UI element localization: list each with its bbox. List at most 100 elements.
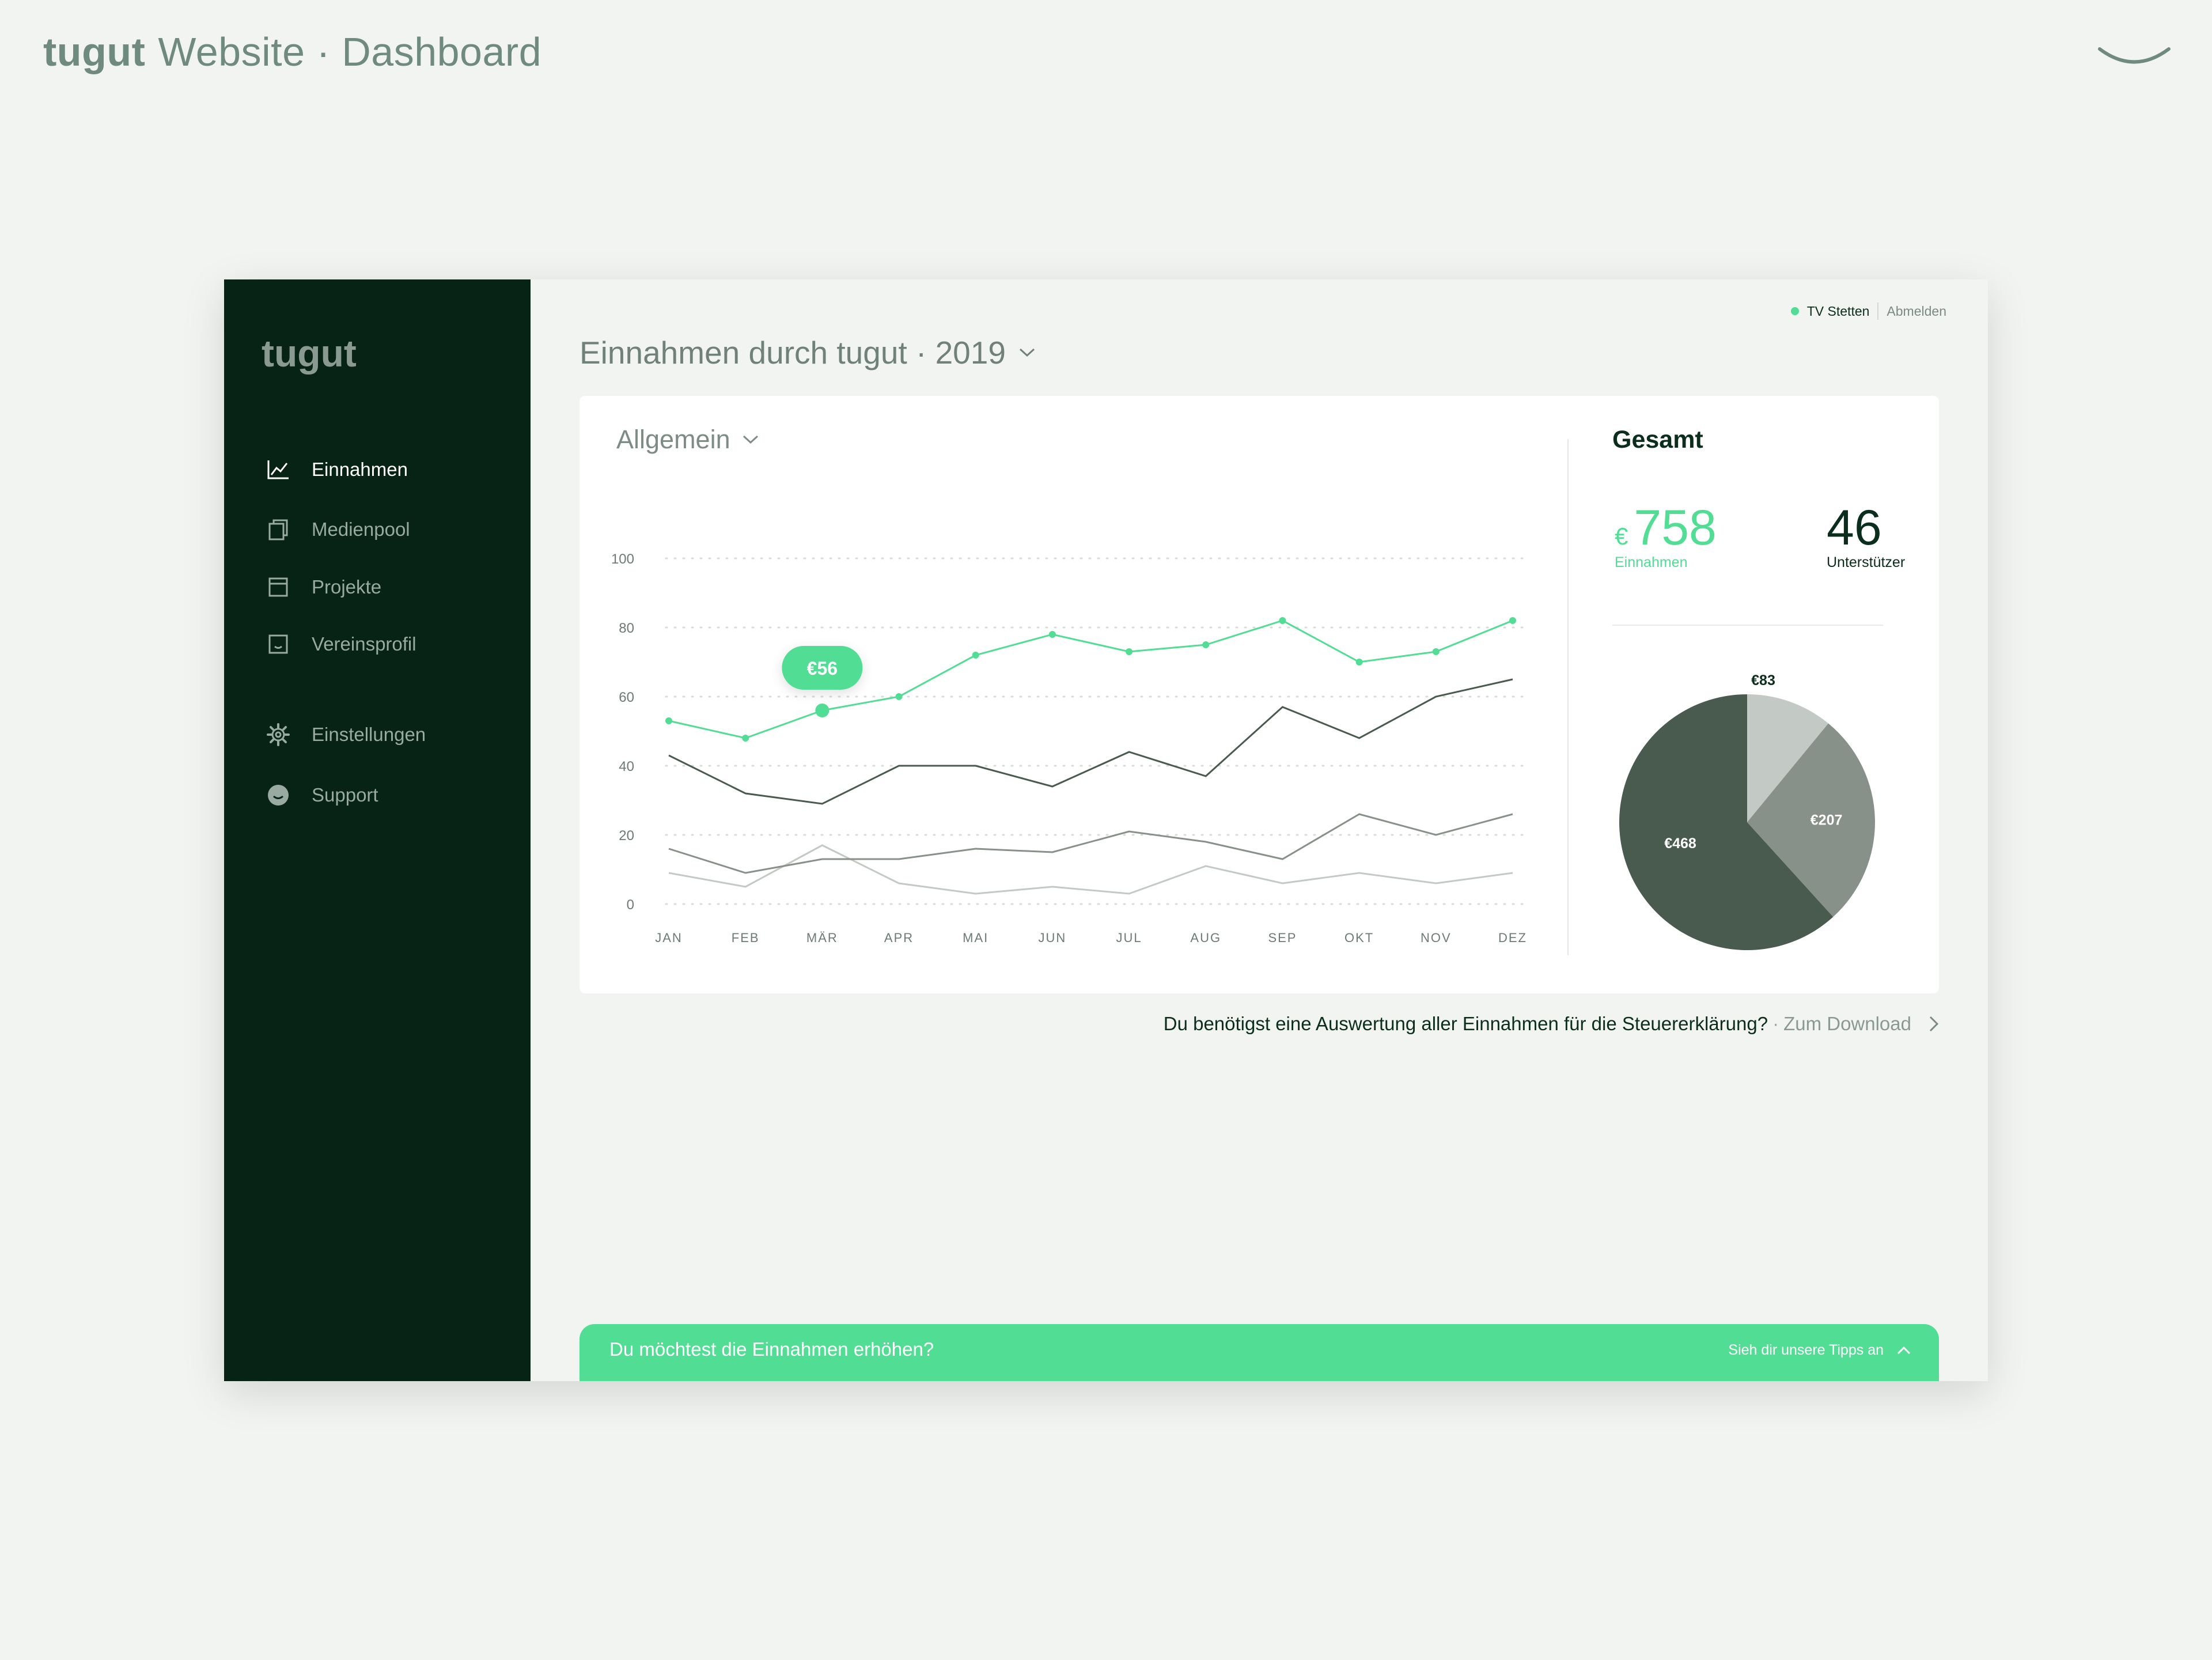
- totals-heading: Gesamt: [1612, 426, 1703, 453]
- pie-chart: €83 €207 €468: [1619, 672, 1875, 950]
- pie-slice[interactable]: [1747, 723, 1875, 917]
- totals-divider: [1612, 625, 1883, 626]
- copy-icon: [266, 517, 291, 542]
- category-dropdown[interactable]: Allgemein: [616, 425, 759, 455]
- x-tick-label: SEP: [1268, 931, 1297, 945]
- sidebar-item-medienpool[interactable]: Medienpool: [266, 512, 410, 547]
- sidebar-item-label: Vereinsprofil: [312, 633, 416, 655]
- presentation-subtitle: Website · Dashboard: [158, 29, 542, 74]
- smile-icon: [2098, 47, 2171, 64]
- download-hint-text: Du benötigst eine Auswertung aller Einna…: [1163, 1013, 1768, 1034]
- tips-banner[interactable]: Du möchtest die Einnahmen erhöhen? Sieh …: [579, 1324, 1939, 1381]
- sidebar-logo: tugut: [262, 332, 357, 375]
- highlight-point[interactable]: [815, 704, 830, 717]
- series-line: [668, 844, 1513, 895]
- download-link[interactable]: Zum Download: [1783, 1013, 1911, 1034]
- y-tick-label: 20: [619, 828, 634, 844]
- chevron-up-icon: [1897, 1346, 1911, 1354]
- y-tick-label: 80: [619, 621, 634, 636]
- data-point[interactable]: [895, 693, 903, 700]
- sidebar-item-label: Einstellungen: [312, 724, 426, 745]
- x-tick-label: JUN: [1039, 931, 1067, 945]
- app-window: tugut Einnahmen Medienpool Projekte Vere…: [224, 279, 1988, 1381]
- tips-link-label: Sieh dir unsere Tipps an: [1728, 1342, 1884, 1358]
- pie-slice-label: €468: [1664, 835, 1696, 852]
- sidebar: tugut Einnahmen Medienpool Projekte Vere…: [224, 279, 531, 1381]
- category-dropdown-value: Allgemein: [616, 425, 730, 454]
- chevron-right-icon[interactable]: [1929, 1015, 1939, 1033]
- chevron-down-icon: [743, 435, 758, 444]
- y-tick-label: 40: [619, 759, 634, 774]
- smiley-icon: [266, 782, 291, 808]
- topbar-separator: [1877, 302, 1879, 320]
- page-title-text: Einnahmen durch tugut · 2019: [579, 335, 1006, 370]
- x-tick-label: JUL: [1116, 931, 1142, 945]
- pie-slice-label: €207: [1810, 812, 1843, 829]
- page-title[interactable]: Einnahmen durch tugut · 2019: [579, 334, 1036, 371]
- x-tick-label: APR: [884, 931, 914, 945]
- data-point[interactable]: [972, 652, 979, 659]
- status-dot: [1790, 307, 1799, 315]
- y-tick-label: 100: [611, 551, 634, 567]
- currency-symbol: €: [1615, 523, 1628, 550]
- y-tick-label: 0: [627, 897, 634, 913]
- profile-icon: [266, 632, 291, 657]
- chevron-down-icon: [1019, 348, 1035, 357]
- x-tick-label: DEZ: [1498, 931, 1527, 945]
- line-chart: 0 20 40 60 80 100 JAN FEB MÄR APR MAI JUN JUL AUG SEP O…: [611, 551, 1531, 945]
- download-hint: Du benötigst eine Auswertung aller Einna…: [1164, 1013, 1939, 1035]
- chart-line-icon: [266, 457, 291, 482]
- x-tick-label: JAN: [655, 931, 683, 945]
- data-point[interactable]: [1432, 648, 1440, 655]
- data-point[interactable]: [742, 735, 749, 742]
- x-tick-label: FEB: [732, 931, 760, 945]
- logout-link[interactable]: Abmelden: [1887, 303, 1946, 319]
- x-tick-label: NOV: [1421, 931, 1452, 945]
- y-tick-label: 60: [619, 690, 634, 705]
- x-tick-label: AUG: [1190, 931, 1221, 945]
- sidebar-item-label: Einnahmen: [312, 459, 408, 480]
- pie-slice-label: €83: [1751, 672, 1775, 689]
- sidebar-item-projekte[interactable]: Projekte: [266, 570, 381, 604]
- sidebar-item-label: Projekte: [312, 576, 382, 598]
- sidebar-item-support[interactable]: Support: [266, 778, 378, 812]
- pie-slice[interactable]: [1747, 694, 1828, 822]
- total-revenue-value: 758: [1634, 500, 1717, 555]
- series-line: [668, 813, 1513, 874]
- series-line: [668, 619, 1513, 739]
- presentation-title: tugut Website · Dashboard: [43, 29, 541, 75]
- series-line: [668, 678, 1513, 805]
- tips-banner-text: Du möchtest die Einnahmen erhöhen?: [609, 1338, 934, 1360]
- window-icon: [266, 574, 291, 600]
- gear-icon: [266, 722, 291, 747]
- data-point[interactable]: [1126, 648, 1133, 655]
- sidebar-item-einnahmen[interactable]: Einnahmen: [266, 452, 408, 487]
- data-point[interactable]: [1279, 617, 1286, 624]
- sidebar-item-label: Support: [312, 784, 378, 806]
- total-supporters-label: Unterstützer: [1827, 554, 1906, 570]
- revenue-card: Allgemein 0 20 40 60 80 100 JAN FEB MÄR APR MAI JUN…: [579, 396, 1939, 993]
- download-hint-separator: ·: [1772, 1013, 1779, 1034]
- club-indicator[interactable]: TV Stetten: [1790, 303, 1870, 319]
- presentation-brand: tugut: [43, 29, 146, 74]
- data-point[interactable]: [1509, 617, 1516, 624]
- total-supporters-value: 46: [1827, 500, 1882, 555]
- main-content: TV Stetten Abmelden Einnahmen durch tugu…: [531, 279, 1988, 1381]
- club-name: TV Stetten: [1806, 303, 1870, 319]
- sidebar-item-label: Medienpool: [312, 519, 410, 540]
- data-point[interactable]: [1355, 659, 1363, 665]
- tips-link[interactable]: Sieh dir unsere Tipps an: [1728, 1342, 1911, 1359]
- x-tick-label: MÄR: [806, 931, 838, 945]
- card-divider: [1567, 439, 1569, 955]
- x-tick-label: OKT: [1344, 931, 1374, 945]
- data-point[interactable]: [1202, 641, 1210, 648]
- tooltip-label: €56: [807, 658, 838, 679]
- data-point[interactable]: [665, 717, 672, 724]
- tooltip-bubble: [782, 646, 863, 690]
- value-tooltip: €56: [782, 646, 863, 690]
- pie-slice[interactable]: [1619, 694, 1834, 950]
- sidebar-item-einstellungen[interactable]: Einstellungen: [266, 717, 426, 752]
- sidebar-item-vereinsprofil[interactable]: Vereinsprofil: [266, 627, 416, 661]
- total-revenue: €758: [1615, 500, 1717, 557]
- data-point[interactable]: [1048, 631, 1056, 638]
